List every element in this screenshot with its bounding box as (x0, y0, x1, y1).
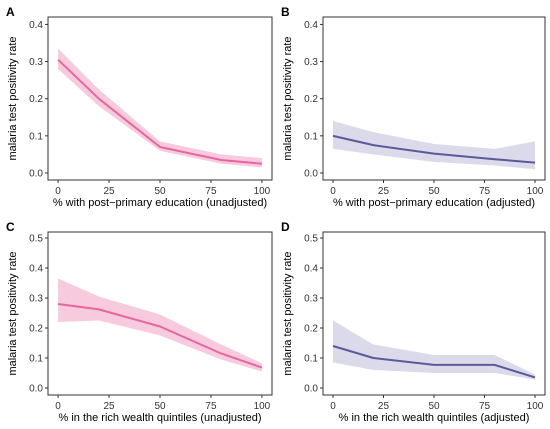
panel-letter: B (281, 5, 290, 19)
plot-frame (47, 16, 273, 181)
x-tick-label: 50 (154, 401, 166, 412)
y-tick-label: 0.3 (304, 57, 318, 68)
y-tick-label: 0.0 (304, 168, 318, 179)
x-tick-label: 75 (479, 401, 491, 412)
y-tick-label: 0.3 (29, 293, 43, 304)
y-tick-label: 0.1 (304, 353, 318, 364)
y-tick-label: 0.1 (29, 353, 43, 364)
x-tick-label: 75 (479, 186, 491, 197)
y-axis-title: malaria test positivity rate (7, 36, 19, 160)
series-line (57, 58, 263, 165)
x-tick-label: 50 (154, 186, 166, 197)
series-line (332, 134, 536, 164)
chart-panel-c: C 0.0 0.1 0.2 0.3 0.4 0.5 0 25 50 75 100% in the ri… (6, 220, 273, 424)
x-tick-label: 25 (378, 401, 390, 412)
y-tick-label: 0.0 (29, 383, 43, 394)
x-tick-label: 0 (55, 401, 61, 412)
y-tick-label: 0.2 (304, 94, 318, 105)
y-tick-label: 0.4 (304, 20, 318, 31)
chart-panel-d: D 0.0 0.1 0.2 0.3 0.4 0.5 0 25 50 75 100% in the ri… (281, 220, 546, 424)
x-tick-label: 0 (330, 401, 336, 412)
confidence-band (332, 320, 536, 380)
x-tick-label: 50 (428, 186, 440, 197)
x-tick-label: 50 (428, 401, 440, 412)
x-axis-title: % in the rich wealth quintiles (adjusted… (339, 412, 530, 424)
y-tick-label: 0.2 (29, 323, 43, 334)
x-tick-label: 100 (254, 186, 271, 197)
y-tick-label: 0.3 (29, 57, 43, 68)
y-axis-title: malaria test positivity rate (282, 251, 294, 375)
x-tick-label: 25 (103, 186, 115, 197)
x-tick-label: 0 (330, 186, 336, 197)
y-tick-label: 0.2 (29, 94, 43, 105)
y-axis-title: malaria test positivity rate (7, 251, 19, 375)
y-tick-label: 0.5 (304, 233, 318, 244)
panel-letter: A (6, 5, 15, 19)
y-tick-label: 0.1 (304, 131, 318, 142)
series-line (57, 302, 263, 369)
y-tick-label: 0.0 (304, 383, 318, 394)
y-tick-label: 0.4 (29, 263, 43, 274)
y-tick-label: 0.4 (29, 20, 43, 31)
chart-panel-a: A 0.0 0.1 0.2 0.3 0.4 0 25 50 75 100% with post−pr… (6, 5, 273, 209)
y-tick-label: 0.5 (29, 233, 43, 244)
x-axis-title: % with post−primary education (unadjuste… (53, 197, 267, 209)
y-tick-label: 0.0 (29, 168, 43, 179)
y-tick-label: 0.3 (304, 293, 318, 304)
panel-letter: C (6, 220, 15, 234)
x-tick-label: 25 (103, 401, 115, 412)
x-tick-label: 75 (205, 186, 217, 197)
chart-panel-b: B 0.0 0.1 0.2 0.3 0.4 0 25 50 75 100% with post−pr… (281, 5, 546, 209)
x-tick-label: 25 (378, 186, 390, 197)
x-axis-title: % with post−primary education (adjusted) (333, 197, 535, 209)
confidence-band (332, 120, 536, 170)
series-line (332, 345, 536, 379)
y-tick-label: 0.1 (29, 131, 43, 142)
confidence-band (58, 48, 262, 168)
x-tick-label: 0 (55, 186, 61, 197)
x-tick-label: 100 (527, 186, 544, 197)
x-tick-label: 100 (254, 401, 271, 412)
x-axis-title: % in the rich wealth quintiles (unadjust… (58, 412, 261, 424)
x-tick-label: 75 (205, 401, 217, 412)
y-tick-label: 0.4 (304, 263, 318, 274)
x-tick-label: 100 (527, 401, 544, 412)
panel-letter: D (281, 220, 290, 234)
y-axis-title: malaria test positivity rate (282, 36, 294, 160)
y-tick-label: 0.2 (304, 323, 318, 334)
